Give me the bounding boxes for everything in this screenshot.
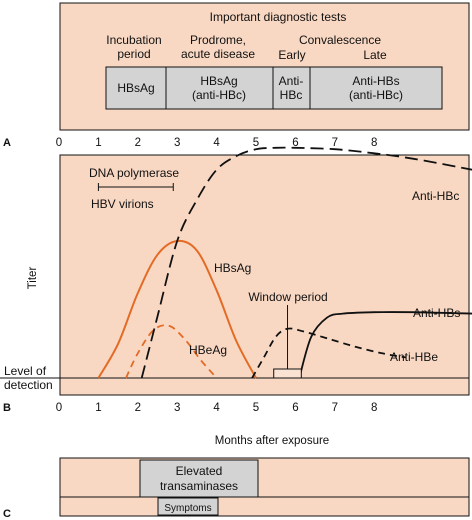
incubation-box — [105, 66, 167, 110]
panel-c: Elevated transaminases Symptoms C — [3, 457, 470, 520]
early-box-label-line1: Anti- — [279, 74, 304, 88]
x-axis-label: Months after exposure — [215, 435, 329, 447]
panel-c-background — [59, 457, 470, 517]
prodrome-box-label-line2: (anti-HBc) — [192, 88, 246, 102]
late-header: Late — [363, 48, 387, 62]
hbeag-series-label: HBeAg — [189, 343, 227, 357]
convalescence-header: Convalescence — [299, 33, 381, 47]
tick-label-1: 1 — [95, 137, 101, 149]
anti-hbe-curve — [251, 327, 406, 379]
incubation-box-label: HBsAg — [117, 81, 154, 95]
tick-label-4: 4 — [213, 137, 220, 149]
hbsag-series-label: HBsAg — [214, 261, 251, 275]
panel-a-letter: A — [3, 137, 11, 149]
tick-label-0: 0 — [56, 402, 62, 414]
anti-hbe-series-label: Anti-HBe — [390, 350, 438, 364]
tick-label-8: 8 — [371, 137, 377, 149]
tick-label-7: 7 — [332, 137, 338, 149]
transaminases-label-line1: Elevated — [176, 464, 223, 478]
detection-label-line2: detection — [4, 378, 53, 392]
tick-label-7: 7 — [332, 402, 338, 414]
tick-label-2: 2 — [135, 402, 141, 414]
late-box-label-line1: Anti-HBs — [352, 74, 399, 88]
tick-label-6: 6 — [292, 137, 298, 149]
symptoms-box — [157, 497, 219, 516]
prodrome-header-line1: Prodrome, — [190, 33, 246, 47]
anti-hbs-series-label: Anti-HBs — [413, 306, 460, 320]
symptoms-label: Symptoms — [164, 503, 211, 514]
incubation-header-line1: Incubation — [106, 33, 161, 47]
tick-label-0: 0 — [56, 137, 62, 149]
dna-polymerase-bracket — [97, 183, 174, 191]
tick-label-3: 3 — [174, 137, 180, 149]
tick-label-5: 5 — [253, 402, 259, 414]
serology-curves — [97, 146, 472, 379]
early-header: Early — [278, 48, 305, 62]
y-axis-label: Titer — [27, 267, 39, 290]
tick-label-5: 5 — [253, 137, 259, 149]
tick-label-8: 8 — [371, 402, 377, 414]
hbeag-curve — [125, 324, 218, 379]
prodrome-box-label-line1: HBsAg — [200, 74, 237, 88]
hbv-virions-label: HBV virions — [91, 197, 154, 211]
window-period-box — [273, 368, 302, 379]
panel-b-letter: B — [3, 402, 11, 414]
late-box — [309, 66, 443, 110]
anti-hbc-curve — [140, 146, 472, 379]
tick-label-4: 4 — [213, 402, 220, 414]
late-box-label-line2: (anti-HBc) — [349, 88, 403, 102]
prodrome-box — [165, 66, 274, 110]
panel-b-tick-labels: 0 1 2 3 4 5 6 7 8 — [56, 402, 378, 414]
detection-label-line1: Level of — [4, 364, 47, 378]
panel-a: Important diagnostic tests Incubation pe… — [3, 2, 470, 149]
window-period-label: Window period — [248, 290, 327, 304]
dna-polymerase-label: DNA polymerase — [89, 166, 179, 180]
tick-label-2: 2 — [135, 137, 141, 149]
tick-label-1: 1 — [95, 402, 101, 414]
early-box-label-line2: HBc — [280, 88, 303, 102]
incubation-header-line2: period — [117, 47, 150, 61]
anti-hbs-curve — [298, 311, 472, 379]
transaminases-box — [139, 459, 259, 498]
transaminases-label-line2: transaminases — [160, 479, 238, 493]
anti-hbc-series-label: Anti-HBc — [412, 189, 459, 203]
panel-a-tick-labels: 0 1 2 3 4 5 6 7 8 — [56, 137, 378, 149]
tick-label-3: 3 — [174, 402, 180, 414]
panel-a-title: Important diagnostic tests — [210, 10, 347, 24]
panel-c-letter: C — [3, 508, 11, 520]
prodrome-header-line2: acute disease — [181, 47, 255, 61]
panel-b: Level of detection Titer DNA polymerase … — [0, 146, 472, 447]
tick-label-6: 6 — [292, 402, 298, 414]
